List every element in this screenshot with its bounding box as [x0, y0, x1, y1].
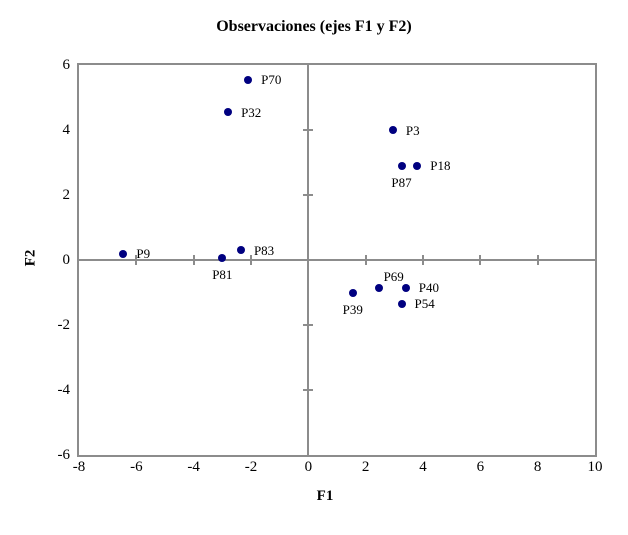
x-axis-tick-label: -8 — [72, 459, 86, 475]
data-point — [401, 283, 410, 292]
point-label: P9 — [136, 246, 151, 261]
data-point — [397, 299, 406, 308]
data-point — [224, 108, 233, 117]
y-axis-tick-mark — [303, 194, 314, 196]
y-axis-tick-label: 4 — [62, 122, 71, 138]
data-point — [119, 249, 128, 258]
y-axis-tick-label: 6 — [62, 57, 71, 73]
x-axis-tick-mark — [192, 255, 195, 265]
vertical-zero-axis-line — [307, 65, 310, 455]
x-axis-tick-label: -6 — [130, 459, 143, 475]
y-axis-title: F2 — [22, 249, 39, 267]
x-axis-tick-label: -4 — [187, 459, 200, 475]
point-label: P83 — [253, 242, 275, 258]
y-axis-tick-label: -2 — [57, 317, 71, 333]
y-axis-tick-mark — [303, 389, 314, 391]
data-point — [374, 283, 383, 292]
point-label: P87 — [391, 174, 412, 190]
point-label: P40 — [418, 280, 440, 296]
data-point — [388, 126, 397, 134]
point-label: P39 — [342, 301, 363, 317]
x-axis-tick-label: 10 — [587, 459, 603, 475]
x-axis-tick-mark — [536, 255, 539, 265]
x-axis-title: F1 — [316, 488, 334, 504]
x-axis-tick-label: 8 — [533, 459, 542, 475]
data-point — [218, 254, 227, 263]
x-axis-tick-mark — [479, 255, 482, 265]
y-axis-tick-label: 2 — [62, 187, 71, 203]
point-label: P69 — [383, 268, 404, 284]
x-axis-tick-mark — [250, 255, 252, 265]
y-axis-tick-label: 0 — [62, 252, 71, 268]
point-label: P81 — [212, 267, 233, 283]
point-label: P18 — [430, 158, 451, 174]
y-axis-tick-mark — [303, 324, 314, 326]
data-point — [244, 75, 253, 84]
y-axis-tick-mark — [303, 129, 314, 131]
x-axis-tick-label: 4 — [419, 459, 427, 475]
horizontal-zero-axis-line — [79, 259, 595, 261]
data-point — [413, 161, 422, 170]
plot-area-border — [77, 63, 597, 457]
point-label: P54 — [414, 296, 435, 312]
y-axis-tick-label: -4 — [57, 382, 71, 398]
data-point — [236, 246, 245, 255]
point-label: P32 — [241, 104, 262, 120]
x-axis-tick-label: 0 — [304, 459, 313, 475]
x-axis-tick-label: -2 — [244, 459, 258, 475]
x-axis-tick-label: 6 — [476, 459, 485, 475]
point-label: P3 — [405, 122, 420, 138]
data-point — [397, 161, 406, 170]
x-axis-tick-label: 2 — [361, 459, 370, 475]
x-axis-tick-mark — [135, 255, 138, 265]
x-axis-tick-mark — [422, 255, 424, 265]
data-point — [348, 288, 357, 297]
chart-title: Observaciones (ejes F1 y F2) — [216, 18, 412, 35]
y-axis-tick-label: -6 — [57, 447, 71, 463]
x-axis-tick-mark — [364, 255, 367, 265]
point-label: P70 — [261, 72, 282, 88]
